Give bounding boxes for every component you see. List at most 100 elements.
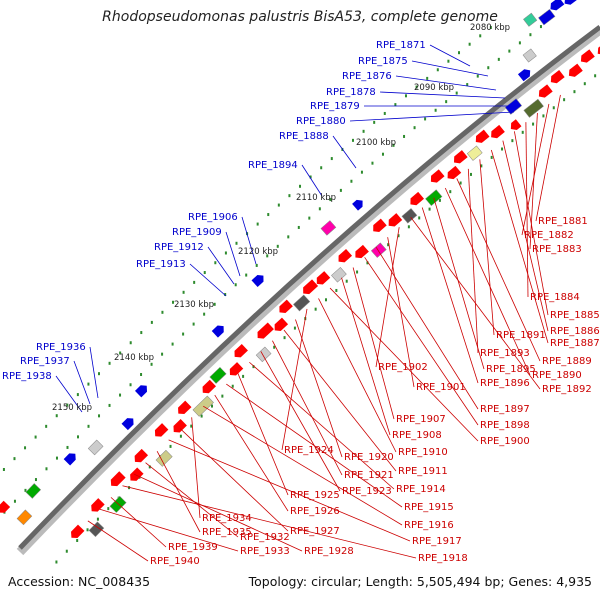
gene-feature — [538, 84, 553, 98]
gene-feature — [274, 317, 289, 331]
gene-feature — [25, 483, 42, 499]
gene-label-bottom[interactable]: RPE_1891 — [496, 330, 546, 341]
gene-label-bottom[interactable]: RPE_1920 — [344, 452, 394, 463]
leader-line — [272, 340, 343, 476]
gene-label-top[interactable]: RPE_1913 — [136, 259, 186, 270]
gene-label-bottom[interactable]: RPE_1902 — [378, 362, 428, 373]
gene-label-bottom[interactable]: RPE_1940 — [150, 556, 200, 567]
tick-dot — [76, 538, 79, 542]
gene-feature — [580, 49, 595, 63]
gene-label-bottom[interactable]: RPE_1896 — [480, 378, 530, 389]
gene-label-bottom[interactable]: RPE_1885 — [550, 310, 600, 321]
gene-label-bottom[interactable]: RPE_1887 — [550, 338, 600, 349]
tick-dot — [76, 393, 79, 397]
label-leader-lines — [55, 44, 561, 562]
gene-label-bottom[interactable]: RPE_1927 — [290, 526, 340, 537]
tick-dot — [511, 139, 514, 143]
leader-line — [133, 473, 303, 552]
gene-label-bottom[interactable]: RPE_1898 — [480, 420, 530, 431]
gene-label-bottom[interactable]: RPE_1881 — [538, 216, 588, 227]
tick-dot — [508, 49, 511, 53]
tick-dot — [501, 147, 504, 151]
gene-label-bottom[interactable]: RPE_1890 — [532, 370, 582, 381]
gene-label-bottom[interactable]: RPE_1923 — [342, 486, 392, 497]
leader-line — [444, 187, 531, 376]
gene-label-bottom[interactable]: RPE_1914 — [396, 484, 446, 495]
tick-dot — [583, 82, 586, 86]
tick-dot — [242, 374, 245, 378]
gene-label-bottom[interactable]: RPE_1908 — [392, 430, 442, 441]
gene-label-bottom[interactable]: RPE_1911 — [398, 466, 448, 477]
gene-label-bottom[interactable]: RPE_1915 — [404, 502, 454, 513]
gene-label-bottom[interactable]: RPE_1935 — [202, 527, 252, 538]
backbone-line — [18, 24, 600, 550]
gene-label-top[interactable]: RPE_1936 — [36, 342, 86, 353]
gene-label-bottom[interactable]: RPE_1928 — [304, 546, 354, 557]
gene-label-bottom[interactable]: RPE_1884 — [530, 292, 580, 303]
scale-labels: 2080 kbp 2090 kbp 2100 kbp 2110 kbp 2120 kbp… — [52, 23, 510, 413]
gene-feature — [523, 98, 544, 118]
gene-label-bottom[interactable]: RPE_1907 — [396, 414, 446, 425]
gene-label-bottom[interactable]: RPE_1900 — [480, 436, 530, 447]
gene-label-top[interactable]: RPE_1906 — [188, 212, 238, 223]
gene-label-bottom[interactable]: RPE_1926 — [290, 506, 340, 517]
gene-label-bottom[interactable]: RPE_1892 — [542, 384, 592, 395]
gene-label-bottom[interactable]: RPE_1916 — [404, 520, 454, 531]
tick-dot — [235, 241, 238, 245]
gene-label-top[interactable]: RPE_1894 — [248, 160, 298, 171]
gene-label-top[interactable]: RPE_1888 — [279, 131, 329, 142]
gene-label-top[interactable]: RPE_1912 — [154, 242, 204, 253]
gene-label-bottom[interactable]: RPE_1897 — [480, 404, 530, 415]
gene-feature — [293, 294, 311, 312]
tick-dot — [98, 414, 101, 418]
tick-dot — [234, 283, 237, 287]
tick-dot — [161, 310, 164, 314]
gene-feature — [0, 500, 11, 513]
gene-label-bottom[interactable]: RPE_1925 — [290, 490, 340, 501]
tick-dot — [179, 434, 182, 438]
tick-dot — [267, 213, 270, 217]
tick-dot — [458, 51, 461, 55]
leader-line — [521, 103, 550, 236]
gene-label-bottom[interactable]: RPE_1910 — [398, 447, 448, 458]
gene-label-bottom[interactable]: RPE_1886 — [550, 326, 600, 337]
gene-label-bottom[interactable]: RPE_1893 — [480, 348, 530, 359]
gene-label-top[interactable]: RPE_1871 — [376, 40, 426, 51]
gene-label-bottom[interactable]: RPE_1882 — [524, 230, 574, 241]
gene-label-bottom[interactable]: RPE_1901 — [416, 382, 466, 393]
tick-dot — [469, 172, 472, 176]
gene-label-bottom[interactable]: RPE_1883 — [532, 244, 582, 255]
gene-feature — [388, 213, 403, 227]
gene-feature — [229, 362, 244, 376]
gene-label-top[interactable]: RPE_1878 — [326, 87, 376, 98]
gene-label-top[interactable]: RPE_1875 — [358, 56, 408, 67]
gene-label-top[interactable]: RPE_1880 — [296, 116, 346, 127]
gene-label-top[interactable]: RPE_1909 — [172, 227, 222, 238]
gene-label-top[interactable]: RPE_1879 — [310, 101, 360, 112]
leader-line — [456, 178, 541, 362]
gene-label-bottom[interactable]: RPE_1918 — [418, 553, 468, 564]
gene-feature — [155, 449, 173, 467]
gene-label-top[interactable]: RPE_1938 — [2, 371, 52, 382]
gene-label-bottom[interactable]: RPE_1924 — [284, 445, 334, 456]
tick-dot — [108, 361, 111, 365]
gene-label-bottom[interactable]: RPE_1895 — [486, 364, 536, 375]
tick-dot — [552, 106, 555, 110]
gene-label-top[interactable]: RPE_1876 — [342, 71, 392, 82]
gene-label-bottom[interactable]: RPE_1932 — [240, 532, 290, 543]
tick-dot — [214, 261, 217, 265]
gene-label-bottom[interactable]: RPE_1939 — [168, 542, 218, 553]
scale-label: 2130 kbp — [174, 300, 214, 310]
gene-feature — [202, 379, 217, 394]
tick-dot — [563, 98, 566, 102]
gene-feature — [130, 467, 144, 481]
gene-label-top[interactable]: RPE_1937 — [20, 356, 70, 367]
tick-dot — [283, 336, 286, 340]
gene-label-bottom[interactable]: RPE_1917 — [412, 536, 462, 547]
gene-label-bottom[interactable]: RPE_1933 — [240, 546, 290, 557]
gene-label-bottom[interactable]: RPE_1889 — [542, 356, 592, 367]
tick-dot — [288, 194, 291, 198]
gene-label-bottom[interactable]: RPE_1934 — [202, 513, 252, 524]
leader-line — [260, 351, 341, 492]
gene-label-bottom[interactable]: RPE_1921 — [344, 470, 394, 481]
